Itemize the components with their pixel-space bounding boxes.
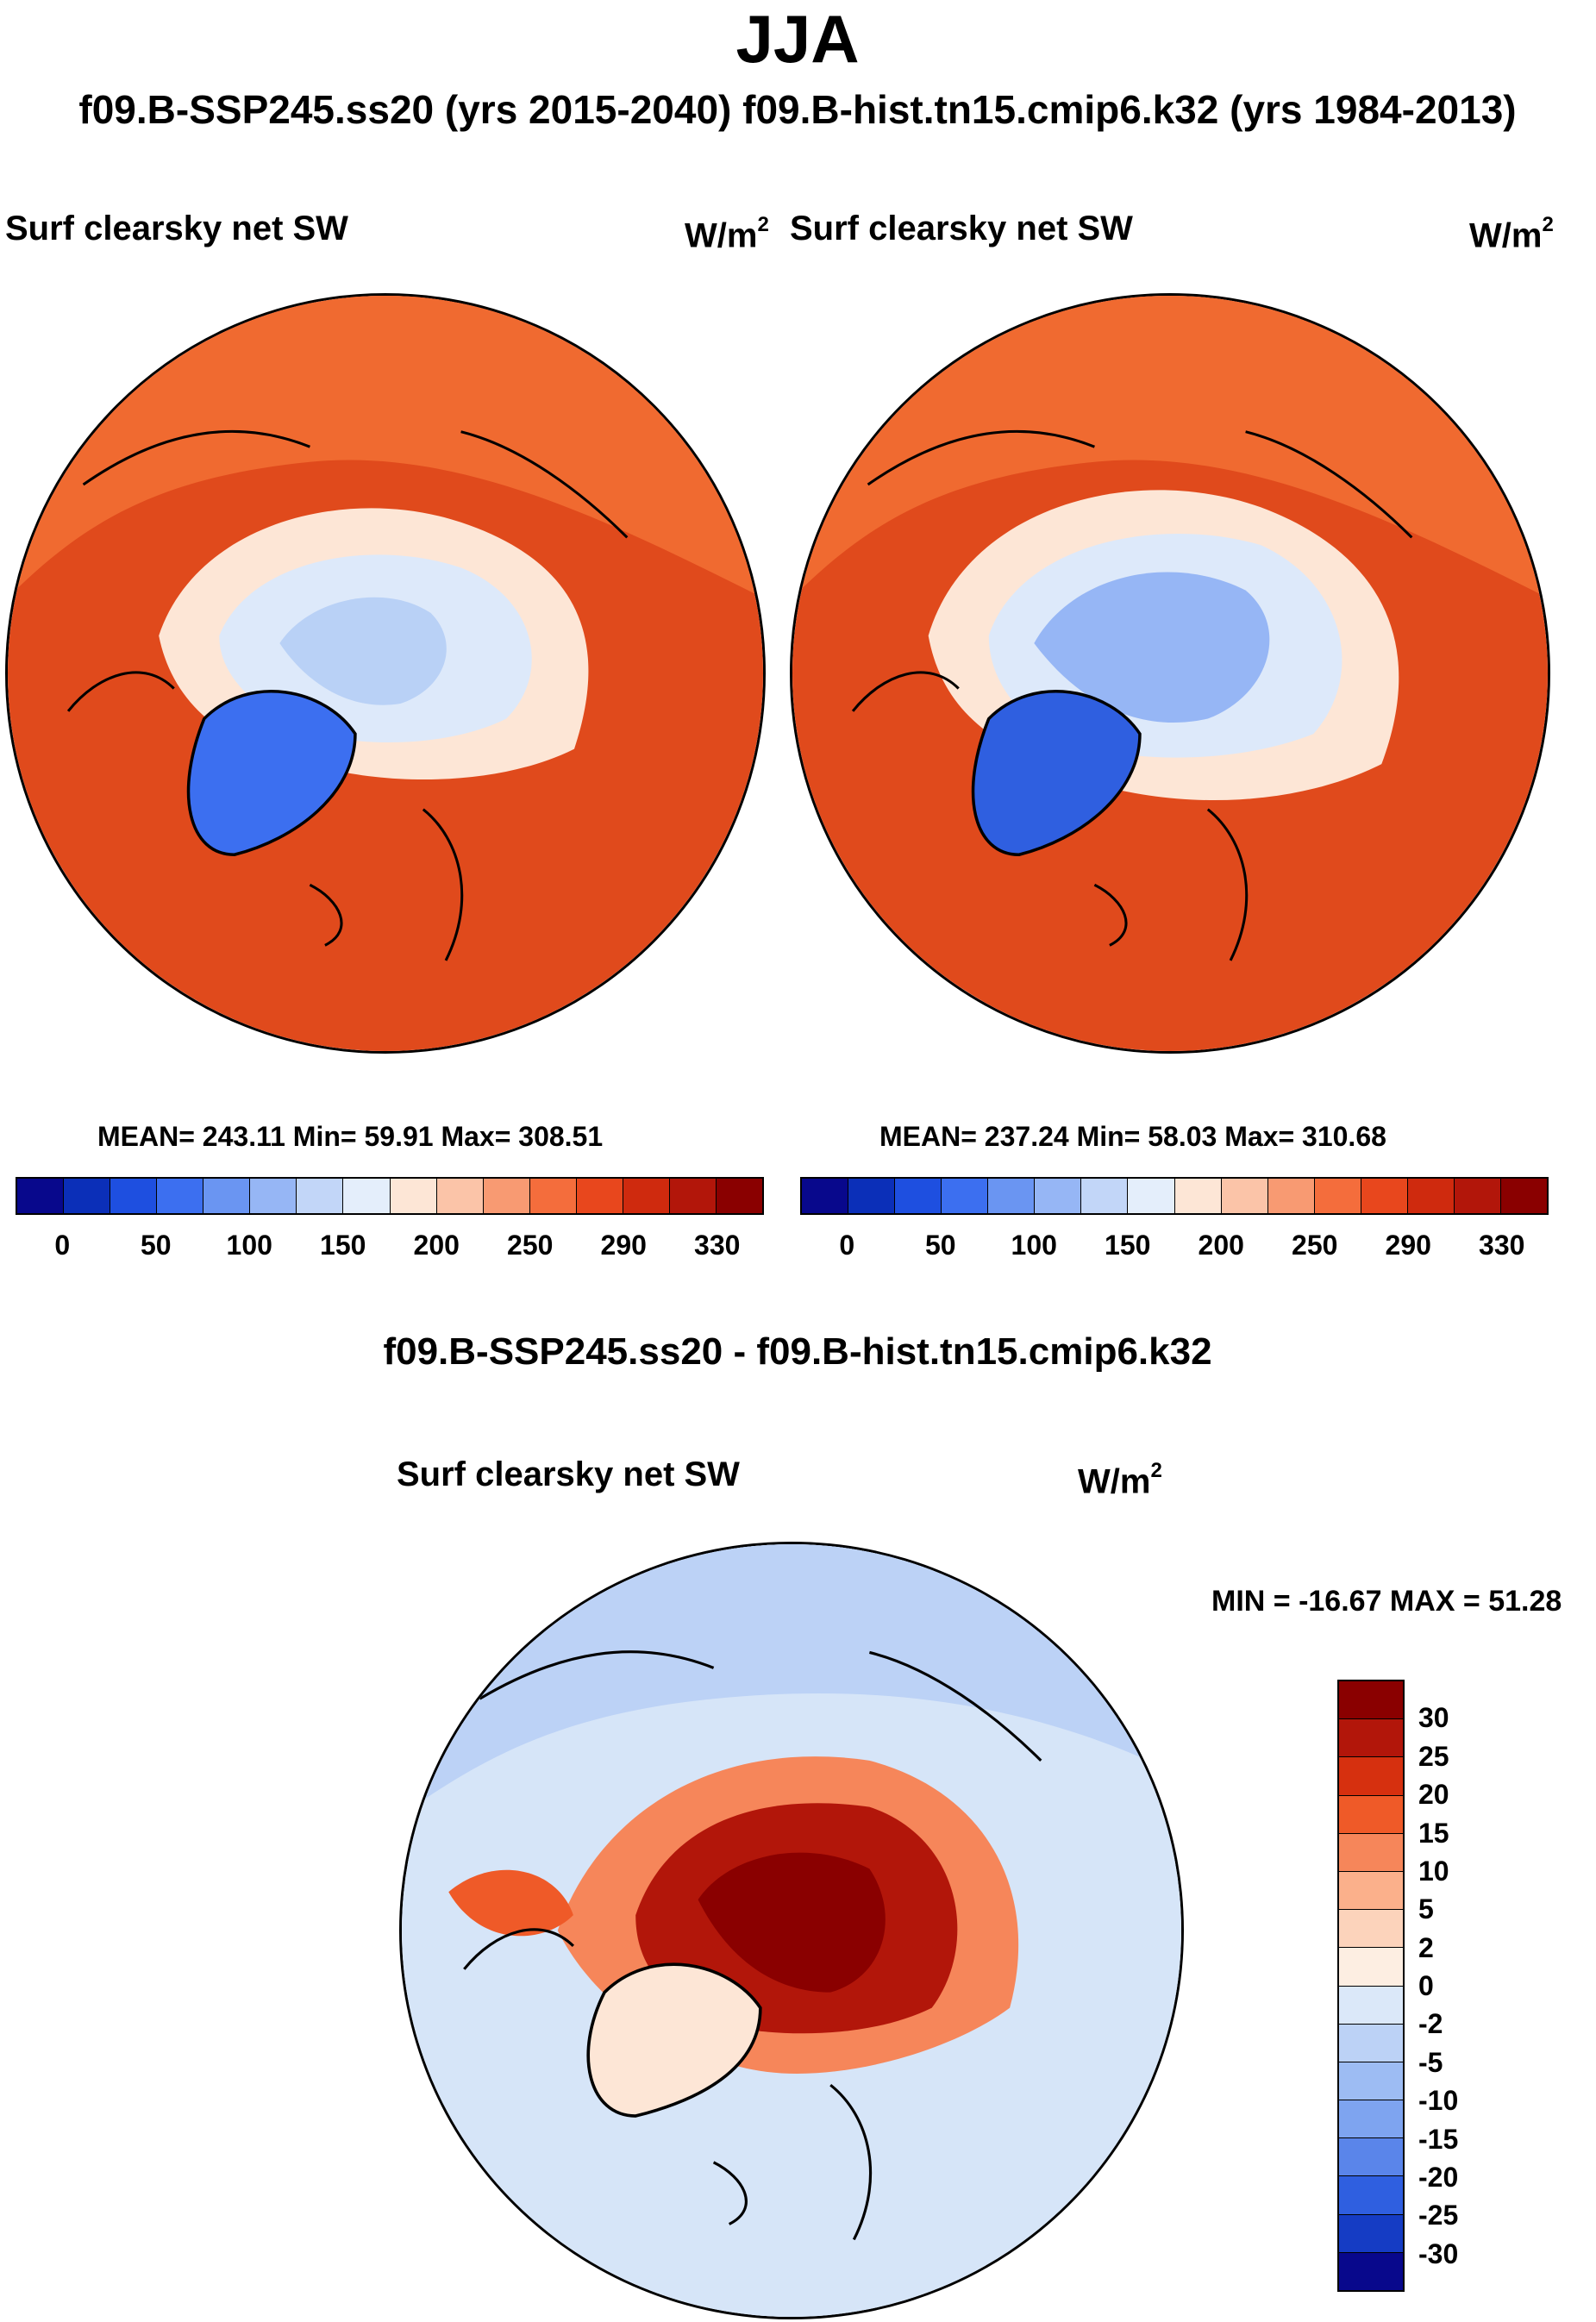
colorbar-tick-label: 20 xyxy=(1418,1779,1449,1811)
colorbar-swatch xyxy=(576,1179,623,1213)
colorbar-tick-label: 100 xyxy=(226,1230,272,1261)
colorbar-tick-label: -30 xyxy=(1418,2238,1459,2269)
left-panel-units: W/m2 xyxy=(685,213,769,255)
colorbar-swatch xyxy=(1407,1179,1455,1213)
difference-polar-map xyxy=(399,1542,1184,2319)
colorbar-swatch xyxy=(250,1179,297,1213)
colorbar-tick-label: 200 xyxy=(413,1230,460,1261)
colorbar-swatch xyxy=(1314,1179,1361,1213)
colorbar-swatch xyxy=(1339,1681,1403,1720)
colorbar-swatch xyxy=(1339,2138,1403,2177)
colorbar-swatch xyxy=(669,1179,717,1213)
colorbar-tick-label: -10 xyxy=(1418,2085,1459,2117)
diff-min-max: MIN = -16.67 MAX = 51.28 xyxy=(1211,1585,1562,1618)
colorbar-swatch xyxy=(390,1179,437,1213)
colorbar-tick-label: 200 xyxy=(1198,1230,1244,1261)
right-colorbar xyxy=(800,1177,1549,1215)
colorbar-tick-label: 30 xyxy=(1418,1702,1449,1734)
colorbar-tick-label: 50 xyxy=(140,1230,172,1261)
sea-ice-mid xyxy=(279,597,447,705)
colorbar-tick-label: -5 xyxy=(1418,2046,1443,2078)
right-panel-units: W/m2 xyxy=(1469,213,1554,255)
colorbar-swatch xyxy=(1500,1179,1547,1213)
colorbar-tick-label: 330 xyxy=(694,1230,741,1261)
left-panel-variable: Surf clearsky net SW xyxy=(5,210,348,247)
left-polar-map xyxy=(5,293,766,1054)
colorbar-swatch xyxy=(1035,1179,1082,1213)
colorbar-swatch xyxy=(1339,1910,1403,1949)
colorbar-swatch xyxy=(1267,1179,1315,1213)
colorbar-tick-label: -15 xyxy=(1418,2123,1459,2155)
colorbar-tick-label: 150 xyxy=(1105,1230,1151,1261)
colorbar-swatch xyxy=(436,1179,484,1213)
colorbar-swatch xyxy=(1339,2252,1403,2290)
colorbar-swatch xyxy=(1339,2024,1403,2062)
coastlines xyxy=(66,429,629,961)
colorbar-swatch xyxy=(623,1179,670,1213)
colorbar-swatch xyxy=(157,1179,204,1213)
colorbar-swatch xyxy=(1128,1179,1175,1213)
colorbar-tick-label: 25 xyxy=(1418,1740,1449,1772)
colorbar-swatch xyxy=(1339,2214,1403,2253)
colorbar-swatch xyxy=(1339,1833,1403,1872)
colorbar-swatch xyxy=(1339,2176,1403,2215)
colorbar-tick-label: 0 xyxy=(1418,1970,1434,2001)
colorbar-swatch xyxy=(343,1179,391,1213)
colorbar-tick-label: 150 xyxy=(320,1230,366,1261)
colorbar-swatch xyxy=(1339,2100,1403,2139)
colorbar-tick-label: 5 xyxy=(1418,1893,1434,1925)
colorbar-tick-label: 15 xyxy=(1418,1817,1449,1849)
figure-subtitle: f09.B-SSP245.ss20 (yrs 2015-2040) f09.B-… xyxy=(78,87,1517,132)
colorbar-swatch xyxy=(1339,1757,1403,1796)
colorbar-tick-label: 0 xyxy=(54,1230,71,1261)
left-colorbar xyxy=(16,1177,764,1215)
colorbar-swatch xyxy=(1339,1795,1403,1834)
colorbar-swatch xyxy=(483,1179,530,1213)
colorbar-swatch xyxy=(64,1179,111,1213)
diff-panel-units: W/m2 xyxy=(1078,1459,1162,1501)
colorbar-swatch xyxy=(988,1179,1036,1213)
colorbar-swatch xyxy=(17,1179,65,1213)
difference-title: f09.B-SSP245.ss20 - f09.B-hist.tn15.cmip… xyxy=(383,1330,1212,1373)
colorbar-tick-label: 290 xyxy=(1385,1230,1431,1261)
diff-colorbar xyxy=(1337,1680,1405,2292)
colorbar-swatch xyxy=(297,1179,344,1213)
colorbar-swatch xyxy=(1174,1179,1222,1213)
right-panel-variable: Surf clearsky net SW xyxy=(790,210,1133,247)
colorbar-tick-label: -2 xyxy=(1418,2008,1443,2040)
colorbar-swatch xyxy=(716,1179,762,1213)
colorbar-swatch xyxy=(1081,1179,1129,1213)
colorbar-tick-label: 10 xyxy=(1418,1855,1449,1887)
colorbar-swatch xyxy=(1339,1948,1403,1987)
colorbar-tick-label: 250 xyxy=(507,1230,554,1261)
left-panel-stats: MEAN= 243.11 Min= 59.91 Max= 308.51 xyxy=(97,1121,604,1152)
colorbar-swatch xyxy=(1339,1871,1403,1911)
season-title: JJA xyxy=(735,1,860,77)
right-polar-map xyxy=(790,293,1550,1054)
right-panel-stats: MEAN= 237.24 Min= 58.03 Max= 310.68 xyxy=(879,1121,1386,1152)
colorbar-swatch xyxy=(942,1179,989,1213)
colorbar-swatch xyxy=(1221,1179,1268,1213)
colorbar-tick-label: 250 xyxy=(1292,1230,1338,1261)
colorbar-swatch xyxy=(1361,1179,1408,1213)
diff-panel-variable: Surf clearsky net SW xyxy=(397,1455,740,1493)
colorbar-swatch xyxy=(203,1179,251,1213)
colorbar-tick-label: 2 xyxy=(1418,1931,1434,1963)
colorbar-swatch xyxy=(1339,2062,1403,2101)
colorbar-tick-label: -25 xyxy=(1418,2200,1459,2231)
colorbar-swatch xyxy=(802,1179,849,1213)
colorbar-tick-label: 290 xyxy=(600,1230,647,1261)
colorbar-swatch xyxy=(848,1179,896,1213)
colorbar-tick-label: -20 xyxy=(1418,2161,1459,2193)
colorbar-swatch xyxy=(1454,1179,1501,1213)
colorbar-swatch xyxy=(1339,1986,1403,2025)
colorbar-tick-label: 330 xyxy=(1479,1230,1525,1261)
colorbar-tick-label: 0 xyxy=(839,1230,855,1261)
colorbar-tick-label: 100 xyxy=(1011,1230,1057,1261)
colorbar-swatch xyxy=(895,1179,942,1213)
colorbar-tick-label: 50 xyxy=(924,1230,956,1261)
colorbar-swatch xyxy=(1339,1719,1403,1758)
colorbar-swatch xyxy=(110,1179,158,1213)
colorbar-swatch xyxy=(529,1179,577,1213)
